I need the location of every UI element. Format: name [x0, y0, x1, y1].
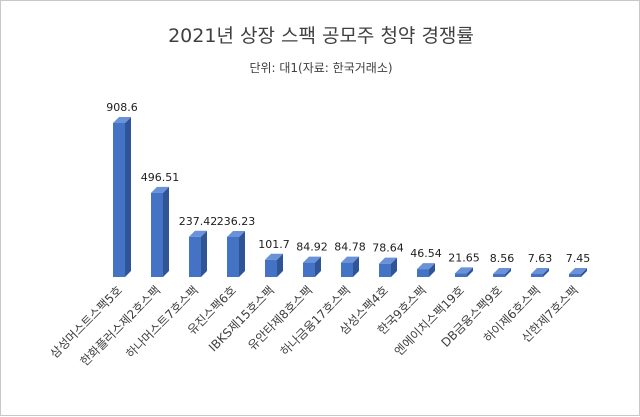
category-label: IBKS제15호스팩: [206, 283, 277, 354]
bar-side: [353, 256, 359, 277]
bar: [189, 236, 201, 277]
bar-top: [227, 230, 245, 237]
bar-top: [417, 263, 435, 270]
bar: [569, 274, 581, 277]
bar-side: [125, 117, 131, 277]
bar-top: [341, 256, 359, 263]
bar: [379, 263, 391, 277]
bar-top: [531, 268, 549, 274]
data-label: 236.23: [217, 215, 256, 228]
bar-side: [581, 268, 587, 277]
data-label: 237.42: [179, 215, 218, 228]
bar-top: [493, 268, 511, 274]
bar-side: [201, 230, 207, 277]
data-label: 46.54: [410, 247, 442, 260]
bar: [531, 274, 543, 277]
bar-side: [467, 267, 473, 277]
bar-top: [189, 230, 207, 237]
bar-top: [455, 267, 473, 274]
chart-title: 2021년 상장 스팩 공모주 청약 경쟁률: [168, 25, 474, 47]
data-label: 7.45: [566, 252, 591, 265]
data-label: 496.51: [141, 171, 180, 184]
bar-top: [569, 268, 587, 274]
data-label: 78.64: [372, 242, 404, 255]
bar-top: [303, 256, 321, 263]
data-label: 84.78: [334, 241, 366, 254]
data-label: 8.56: [490, 252, 515, 265]
bar: [341, 262, 353, 277]
bar-top: [265, 253, 283, 260]
chart-subtitle: 단위: 대1(자료: 한국거래소): [249, 61, 393, 75]
bar: [265, 259, 277, 277]
bar: [417, 269, 429, 277]
data-label: 21.65: [448, 251, 480, 264]
bar: [113, 123, 125, 277]
data-label: 7.63: [528, 252, 553, 265]
bar: [151, 192, 163, 277]
bar-side: [391, 257, 397, 277]
bar-side: [163, 186, 169, 277]
data-label: 101.7: [258, 238, 290, 251]
bar-side: [315, 256, 321, 277]
bar-side: [429, 263, 435, 277]
bar-side: [277, 253, 283, 277]
bar: [227, 236, 239, 277]
bar-top: [379, 257, 397, 264]
bar-side: [239, 230, 245, 277]
bar: [493, 274, 505, 277]
bar-top: [151, 186, 169, 193]
bar-side: [543, 268, 549, 277]
data-label: 908.6: [106, 101, 138, 114]
bar: [455, 273, 467, 277]
data-label: 84.92: [296, 241, 328, 254]
bar-side: [505, 268, 511, 277]
category-label: 엔에이치스팩19호: [392, 283, 467, 358]
category-label: 하나금융17호스팩: [278, 283, 353, 358]
bar: [303, 262, 315, 277]
bar-top: [113, 117, 131, 123]
